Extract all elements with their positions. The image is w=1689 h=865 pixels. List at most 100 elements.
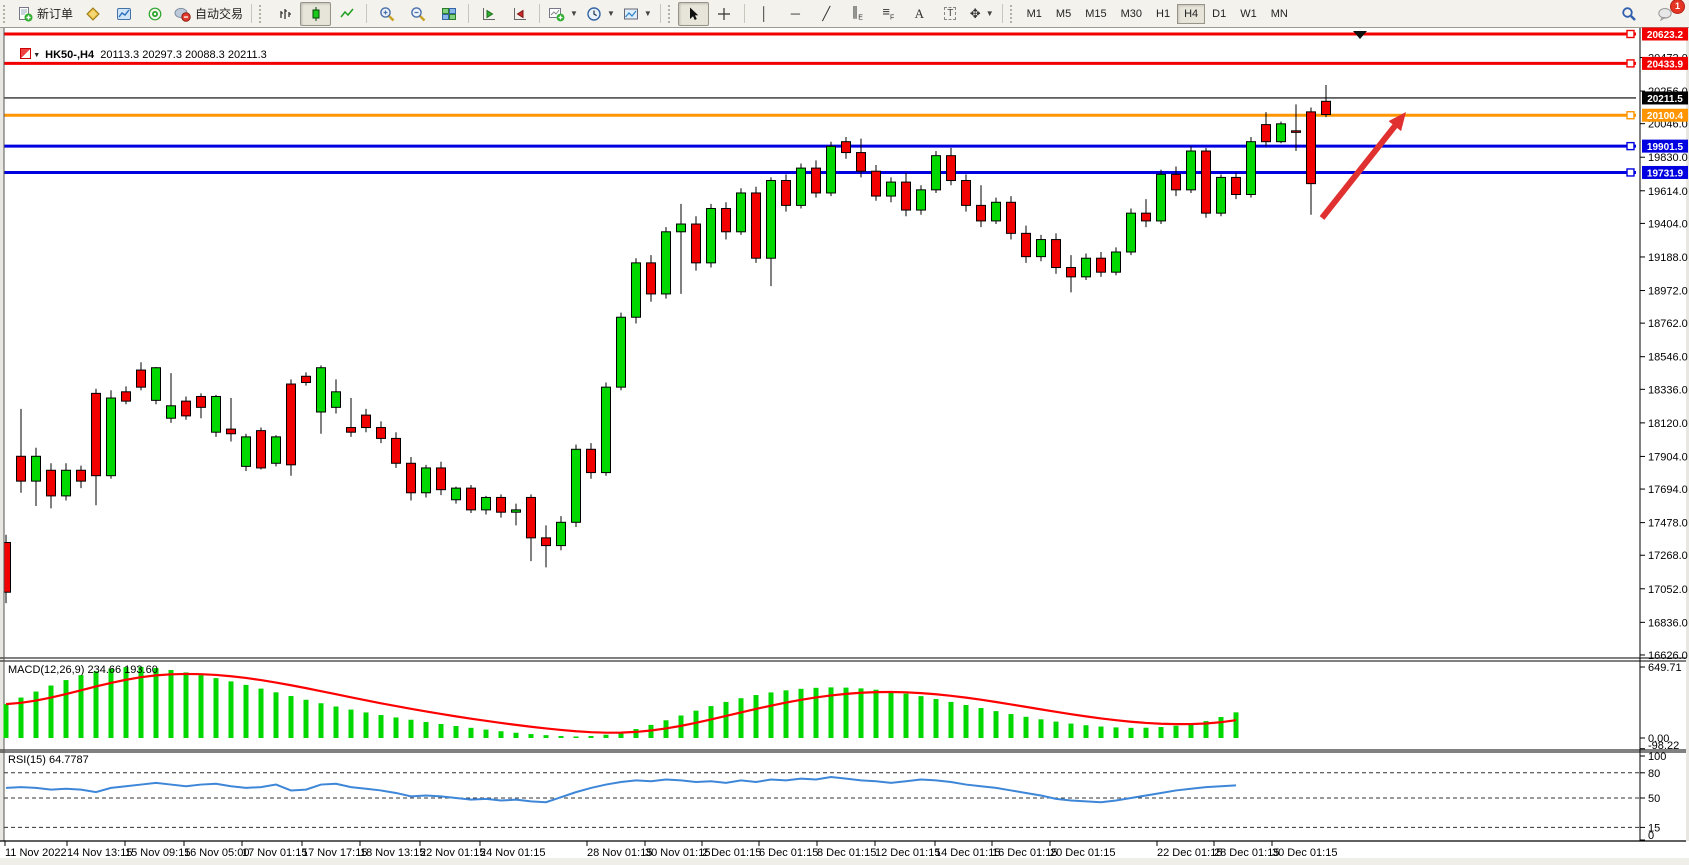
search-button[interactable] [1613,2,1644,26]
level-line-handle[interactable] [1626,29,1635,39]
macd-histogram-bar [1143,727,1149,738]
macd-histogram-bar [453,725,459,738]
candle-body [1306,111,1316,185]
candle-body [286,383,296,466]
level-line-handle[interactable] [1626,168,1635,177]
macd-histogram-bar [738,698,744,738]
candle-body [106,397,116,477]
period-button[interactable]: ▼ [582,2,619,26]
tile-windows-button[interactable] [433,2,464,26]
timeframe-button-M30[interactable]: M30 [1120,7,1142,20]
text-label-tool-button[interactable]: T [935,2,966,26]
candle-body [826,145,836,194]
toolbar-separator [659,4,661,23]
data-window-button[interactable] [108,2,139,26]
market-watch-button[interactable] [77,2,108,26]
candle-body [391,437,401,464]
template-button[interactable]: ▼ [619,2,656,26]
price-badge-label: 19731.9 [1647,168,1684,179]
candle-body [76,469,86,482]
data-window-icon [116,7,131,20]
text-tool-button[interactable]: A [904,2,935,26]
macd-histogram-bar [723,701,729,738]
level-line-handle[interactable] [1626,111,1635,120]
alert-triangle-marker[interactable] [1353,31,1367,39]
window-left-edge [0,28,4,841]
trend-arrow-head[interactable] [1388,112,1406,132]
timeframe-button-H1[interactable]: H1 [1156,7,1171,20]
chart-shift-button[interactable] [504,2,535,26]
timeframe-button-W1[interactable]: W1 [1240,7,1257,20]
cursor-icon [690,7,699,20]
macd-histogram-bar [33,691,39,738]
auto-scroll-button[interactable] [473,2,504,26]
candle-body [1201,150,1211,214]
candle-body [1126,212,1136,253]
channel-tool-button[interactable]: ∥E [842,2,873,26]
new-order-button[interactable]: 新订单 [13,2,77,26]
timeframe-button-M1[interactable]: M1 [1026,7,1042,20]
timeframe-button-H4[interactable]: H4 [1177,3,1206,24]
price-tick-label: 18762.0 [1648,318,1688,330]
zoom-out-button[interactable] [402,2,433,26]
chart-header: ▼ HK50-,H4 20113.3 20297.3 20088.3 20211.… [8,36,267,73]
shapes-tool-button[interactable]: ✥ ▼ [966,2,998,26]
candle-body [541,537,551,547]
candle-body [1261,124,1271,143]
macd-histogram-bar [858,688,864,738]
candlestick-chart-button[interactable] [300,1,332,26]
candle-body [31,455,41,482]
macd-indicator-label: MACD(12,26,9) 234.66 193.60 [8,664,158,676]
timeframe-group: M1 M5 M15 M30 H1 H4 D1 W1 MN [1020,3,1295,24]
cursor-tool-button[interactable] [677,1,709,26]
sound-button[interactable] [139,2,170,26]
line-chart-button[interactable] [331,2,362,26]
bar-chart-button[interactable] [269,2,300,26]
macd-histogram-bar [1233,712,1239,738]
candle-body [781,180,791,206]
chat-button[interactable]: 1 [1650,0,1685,26]
macd-histogram-bar [528,734,534,738]
candle-body [601,386,611,474]
trendline-tool-button[interactable]: ╱ [811,2,842,26]
auto-trading-button[interactable]: 自动交易 [170,2,247,26]
level-line-handle[interactable] [1626,141,1635,151]
macd-histogram-bar [1023,716,1029,738]
vertical-line-tool-button[interactable]: │ [749,2,780,26]
zoom-in-button[interactable] [371,2,402,26]
time-tick-label: 16 Nov 05:00 [184,847,249,859]
fibonacci-tool-button[interactable]: ≡F [873,2,904,26]
price-badge [1642,27,1688,41]
crosshair-tool-button[interactable] [709,2,740,26]
dropdown-arrow-icon: ▼ [606,9,615,18]
price-tick-label: 19404.0 [1648,218,1688,230]
dropdown-arrow-icon: ▼ [985,9,994,18]
price-tick-label: 17268.0 [1648,550,1688,562]
level-line-handle[interactable] [1626,59,1635,68]
time-tick-label: 6 Dec 01:15 [759,847,818,859]
candle-body [316,367,326,413]
macd-histogram-bar [408,719,414,738]
timeframe-button-M5[interactable]: M5 [1055,7,1072,20]
candle-body [1216,176,1226,214]
candle-body [1171,173,1181,191]
rsi-axis-label: 80 [1648,768,1660,780]
horizontal-line-tool-button[interactable]: ─ [780,2,811,26]
timeframe-button-MN[interactable]: MN [1270,7,1288,20]
new-chart-button[interactable]: ▼ [544,2,582,26]
candle-body [361,414,371,429]
macd-histogram-bar [1128,727,1134,738]
trend-arrow-shaft[interactable] [1319,117,1403,220]
candle-body [1321,100,1331,116]
timeframe-button-M15[interactable]: M15 [1085,7,1107,20]
candle-body [766,180,776,259]
price-tick-label: 18120.0 [1648,418,1688,430]
candle-body [196,395,206,408]
time-tick-label: 28 Nov 01:15 [587,847,652,859]
macd-histogram-bar [753,695,759,738]
toolbar-grip [259,4,265,23]
candle-body [1141,212,1151,222]
candle-body [211,395,221,433]
timeframe-button-D1[interactable]: D1 [1212,7,1227,20]
